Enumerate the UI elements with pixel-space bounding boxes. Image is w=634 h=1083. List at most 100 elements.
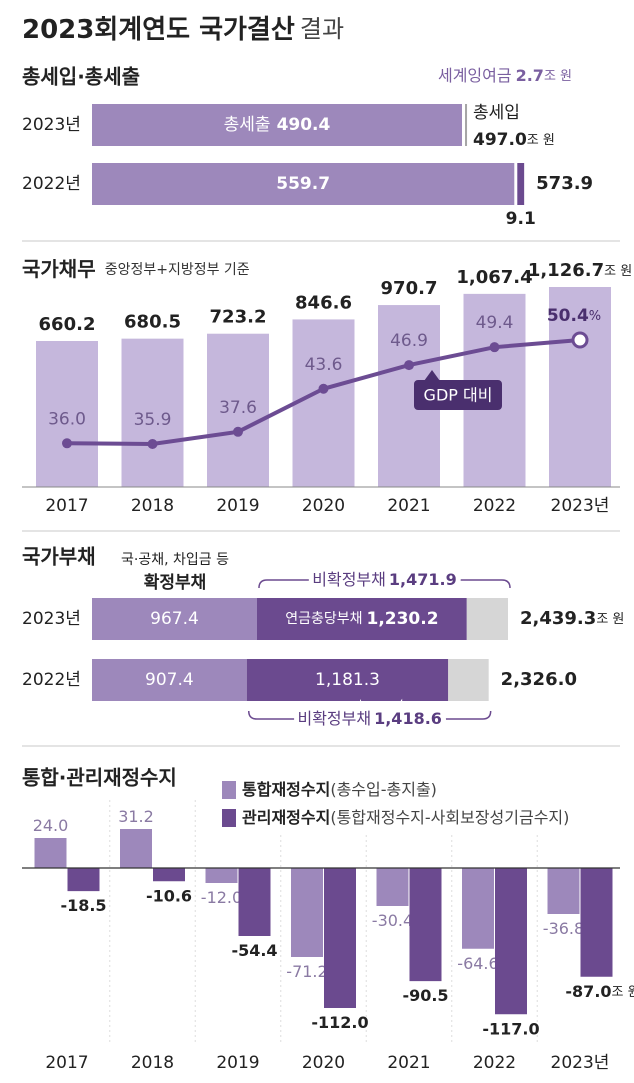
bar: [92, 104, 463, 146]
bar: [238, 868, 271, 936]
total-value: 573.9: [536, 173, 593, 194]
bar-value-label: 680.5: [124, 312, 181, 333]
value-label: 35.9: [134, 410, 172, 430]
value-label: 49.4: [476, 313, 514, 333]
line-value-label: 46.9: [390, 331, 428, 351]
series-name: 세계잉여금: [438, 66, 512, 85]
value-label: 967.4: [150, 609, 199, 629]
value-label: -30.4: [372, 911, 413, 930]
legend-entry: 통합재정수지(총수입-총지출): [242, 780, 437, 799]
bar: [120, 829, 152, 868]
unit: 조 원: [596, 612, 624, 627]
value-label: 559.7: [276, 174, 330, 194]
value-label: 1,067.4: [456, 267, 532, 288]
bar: [246, 659, 449, 701]
value-label: 846.6: [295, 292, 352, 313]
total-label: 497.0조 원: [473, 130, 555, 150]
unit: 조 원: [544, 69, 572, 84]
unit: %: [589, 309, 601, 324]
series-name: 확정부채: [144, 573, 207, 593]
bar-label: 연금충당부채 1,230.2: [285, 609, 438, 629]
value-label: 24.0: [33, 816, 69, 835]
legend-note: (총수입-총지출): [330, 780, 437, 799]
bar: [466, 598, 508, 640]
total-value: 2,439.3: [520, 608, 596, 629]
line-point: [318, 383, 329, 394]
line-value-label: 37.6: [219, 398, 257, 418]
bar: [409, 868, 442, 982]
bar-value-label: -36.8: [543, 919, 584, 938]
line-point: [233, 426, 243, 437]
category-label: 2021: [387, 496, 430, 516]
value-label: -54.4: [231, 941, 277, 960]
category-label: 2021: [387, 1053, 430, 1073]
value-label: 1,230.2: [366, 609, 438, 629]
category-label: 2017: [45, 1053, 88, 1073]
bar-value-label: -12.0: [201, 888, 242, 907]
bar: [547, 868, 580, 914]
series-name: 총세출: [224, 115, 271, 135]
group-name: 비확정부채: [297, 709, 371, 728]
bar-value-label: 846.6: [295, 292, 352, 313]
bar-value-label: 24.0: [33, 816, 69, 835]
unit: 조 원: [612, 984, 634, 999]
value-label: 1,126.7: [528, 260, 604, 281]
bar-value-label: -71.2: [286, 962, 327, 981]
section-title: 국가채무 중앙정부+지방정부 기준: [22, 257, 250, 281]
line-point: [404, 360, 414, 371]
series-name: 연금충당부채: [285, 611, 362, 627]
line-value-label: 43.6: [305, 355, 343, 375]
bar: [580, 868, 613, 977]
bar: [495, 868, 527, 1015]
title-suffix: 결과: [300, 15, 344, 43]
unit: 조 원: [604, 264, 632, 279]
value-label: -12.0: [201, 888, 242, 907]
bar: [465, 104, 468, 146]
total-value: 497.0: [473, 130, 527, 150]
bar-value-label: -30.4: [372, 911, 413, 930]
bar: [121, 338, 184, 487]
bar: [256, 598, 467, 640]
value-label: 660.2: [39, 314, 96, 335]
group-value: 1,418.6: [374, 709, 442, 728]
bar-label: 559.7: [276, 174, 330, 194]
line-point: [571, 331, 589, 349]
category-label: 2022년: [22, 670, 81, 690]
bracket: [258, 579, 511, 589]
value-label: 43.6: [305, 355, 343, 375]
bar-value-label: -117.0: [482, 1019, 539, 1038]
section-title: 통합·관리재정수지: [22, 766, 177, 790]
bar: [549, 287, 611, 487]
value-label: -71.2: [286, 962, 327, 981]
bar: [153, 868, 185, 882]
bar-value-label: -112.0: [311, 1013, 368, 1032]
value-label: -90.5: [402, 986, 448, 1005]
bar-value-label: 1,067.4: [456, 267, 532, 288]
bar: [92, 163, 515, 205]
value-label: -10.6: [146, 886, 192, 905]
group-label: 비확정부채 1,418.6: [297, 709, 441, 728]
bar: [34, 838, 67, 868]
section-title-text: 국가채무: [22, 257, 96, 281]
legend-name: 관리재정수지: [242, 808, 330, 827]
line-value-label: 50.4%: [547, 306, 601, 326]
series-note: 국·공채, 차입금 등: [121, 552, 229, 568]
line-point: [489, 342, 500, 353]
bar-value-label: -87.0조 원: [565, 981, 634, 1000]
value-label: -112.0: [311, 1013, 368, 1032]
value-label: 2.7: [516, 66, 544, 85]
line-value-label: 49.4: [476, 313, 514, 333]
group-value: 1,471.9: [389, 570, 457, 589]
category-label: 2023년: [22, 115, 81, 135]
category-label: 2023년: [22, 609, 81, 629]
value-label: 723.2: [210, 307, 267, 328]
bar-value-label: 660.2: [39, 314, 96, 335]
legend-swatch: [222, 781, 236, 799]
page-title: 2023회계연도 국가결산 결과: [22, 15, 344, 45]
value-label: -64.6: [457, 953, 498, 972]
value-label: 36.0: [48, 409, 86, 429]
value-label: 46.9: [390, 331, 428, 351]
line-value-label: 36.0: [48, 409, 86, 429]
category-label: 2018: [131, 1053, 174, 1073]
category-label: 2022: [473, 496, 516, 516]
